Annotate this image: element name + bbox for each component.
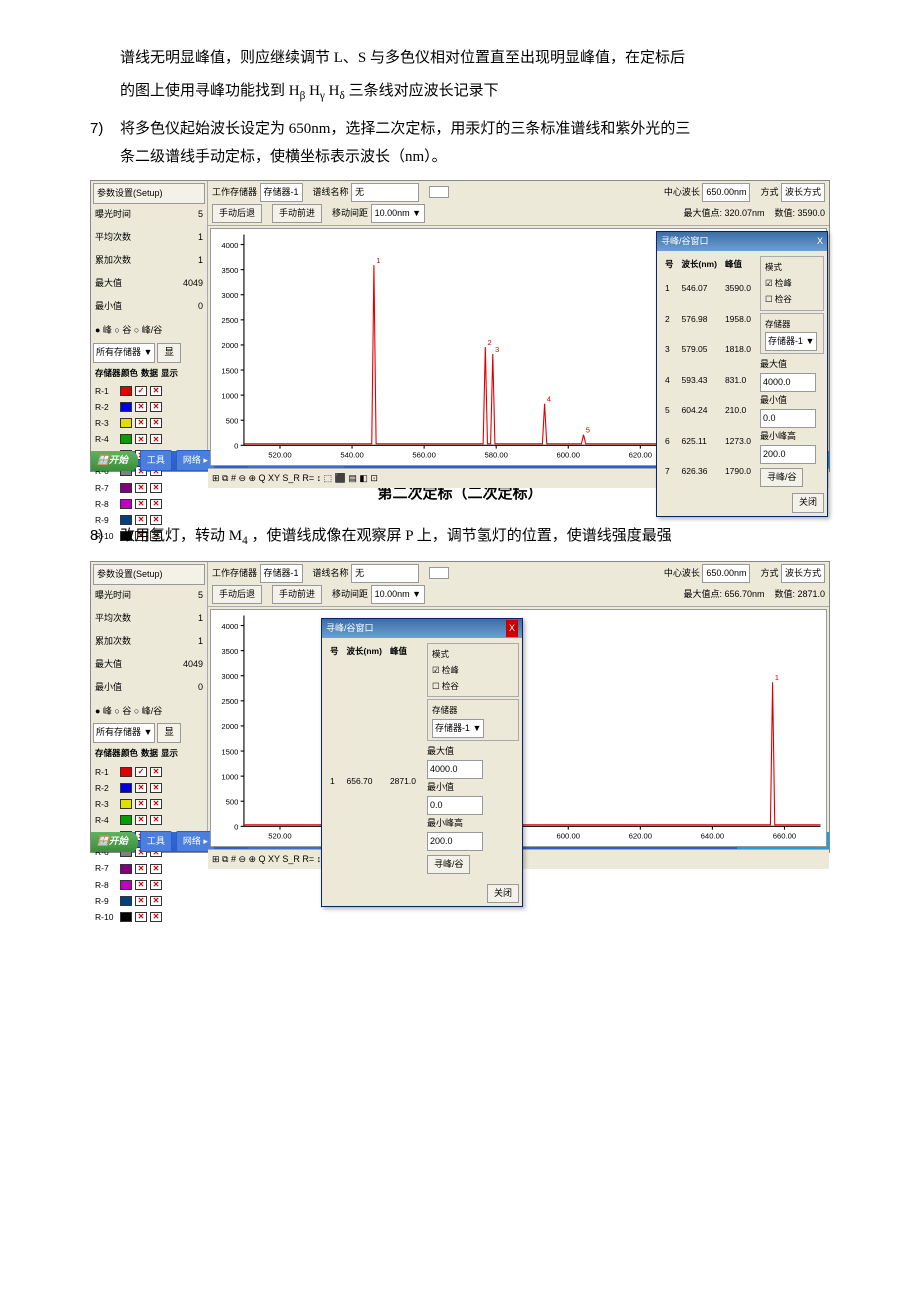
sidebar: 参数设置(Setup) 曝光时间5 平均次数1 累加次数1 最大值4049 最小… [91, 562, 208, 832]
linename-field[interactable]: 无 [351, 564, 419, 583]
item-8: 8) 改用氢灯，转动 M4 ，使谱线成像在观察屏 P 上，调节氢灯的位置，使谱线… [90, 522, 830, 552]
forward-button[interactable]: 手动前进 [272, 585, 322, 604]
svg-text:520.00: 520.00 [268, 450, 291, 459]
svg-text:4000: 4000 [221, 622, 238, 631]
svg-text:2000: 2000 [221, 341, 238, 350]
screenshot-2: 参数设置(Setup) 曝光时间5 平均次数1 累加次数1 最大值4049 最小… [90, 561, 830, 853]
svg-text:580.00: 580.00 [484, 450, 507, 459]
spectrum-plot-2[interactable]: 05001000150020002500300035004000520.0054… [210, 609, 827, 847]
setup-button[interactable]: 参数设置(Setup) [93, 564, 205, 585]
svg-text:2500: 2500 [221, 316, 238, 325]
intro-para2: 的图上使用寻峰功能找到 Hβ Hγ Hδ 三条线对应波长记录下 [90, 77, 830, 107]
center-wave-field[interactable]: 650.00nm [702, 183, 750, 202]
workreg-field[interactable]: 存储器-1 [260, 183, 303, 202]
screenshot-1: 参数设置(Setup) 曝光时间5 平均次数1 累加次数1 最大值4049 最小… [90, 180, 830, 472]
forward-button[interactable]: 手动前进 [272, 204, 322, 223]
mode-field[interactable]: 波长方式 [781, 564, 825, 583]
sidebar: 参数设置(Setup) 曝光时间5 平均次数1 累加次数1 最大值4049 最小… [91, 181, 208, 451]
svg-text:540.00: 540.00 [340, 450, 363, 459]
register-select[interactable]: 所有存储器 ▼ [93, 723, 155, 743]
svg-text:660.00: 660.00 [773, 831, 796, 840]
item-7: 7) 将多色仪起始波长设定为 650nm，选择二次定标，用汞灯的三条标准谱线和紫… [90, 115, 830, 172]
svg-text:640.00: 640.00 [701, 831, 724, 840]
spectrum-plot-1[interactable]: 05001000150020002500300035004000520.0054… [210, 228, 827, 466]
peak-table-2: 号波长(nm)峰值1656.702871.0 [325, 641, 421, 903]
item7-num: 7) [90, 115, 120, 172]
svg-text:3: 3 [495, 345, 499, 354]
step-field[interactable]: 10.00nm ▼ [371, 585, 425, 604]
svg-text:5: 5 [586, 426, 590, 435]
find-peak-button[interactable]: 寻峰/谷 [760, 468, 804, 487]
svg-text:600.00: 600.00 [557, 450, 580, 459]
maxval-label: 数值: 3590.0 [774, 205, 825, 222]
dialog-close-icon[interactable]: X [506, 620, 518, 637]
mode-radios[interactable]: ● 峰 ○ 谷 ○ 峰/谷 [93, 321, 205, 340]
svg-text:620.00: 620.00 [629, 831, 652, 840]
find-peak-button[interactable]: 寻峰/谷 [427, 855, 471, 874]
center-wave-field[interactable]: 650.00nm [702, 564, 750, 583]
item8-num: 8) [90, 522, 120, 552]
svg-text:600.00: 600.00 [557, 831, 580, 840]
show-button[interactable]: 显 [157, 343, 181, 363]
svg-text:3500: 3500 [221, 647, 238, 656]
svg-text:0: 0 [234, 442, 238, 451]
control-bar: 工作存储器 存储器-1 谱线名称 无 中心波长 650.00nm 方式 波长方式… [208, 562, 829, 607]
intro-l1: 谱线无明显峰值，则应继续调节 L、S 与多色仪相对位置直至出现明显峰值，在定标后 [120, 50, 685, 66]
svg-text:1000: 1000 [221, 391, 238, 400]
maxpoint-label: 最大值点: 320.07nm [683, 205, 764, 222]
mode-field[interactable]: 波长方式 [781, 183, 825, 202]
color-box [429, 186, 449, 198]
svg-text:620.00: 620.00 [629, 450, 652, 459]
close-button[interactable]: 关闭 [487, 884, 519, 903]
svg-text:1000: 1000 [221, 772, 238, 781]
show-button[interactable]: 显 [157, 723, 181, 743]
svg-text:3000: 3000 [221, 291, 238, 300]
workreg-field[interactable]: 存储器-1 [260, 564, 303, 583]
linename-field[interactable]: 无 [351, 183, 419, 202]
svg-text:3000: 3000 [221, 672, 238, 681]
svg-text:500: 500 [226, 417, 239, 426]
maxval-label: 数值: 2871.0 [774, 586, 825, 603]
svg-text:1500: 1500 [221, 747, 238, 756]
back-button[interactable]: 手动后退 [212, 204, 262, 223]
svg-text:4: 4 [547, 394, 552, 403]
svg-text:2500: 2500 [221, 697, 238, 706]
mode-radios[interactable]: ● 峰 ○ 谷 ○ 峰/谷 [93, 702, 205, 721]
intro-para: 谱线无明显峰值，则应继续调节 L、S 与多色仪相对位置直至出现明显峰值，在定标后 [90, 44, 830, 73]
peak-dialog-1: 寻峰/谷窗口X 号波长(nm)峰值1546.073590.02576.98195… [656, 231, 828, 517]
dialog-close-icon[interactable]: X [817, 233, 823, 250]
peak-table-1: 号波长(nm)峰值1546.073590.02576.981958.03579.… [660, 254, 756, 487]
svg-text:2: 2 [488, 338, 492, 347]
svg-text:560.00: 560.00 [412, 450, 435, 459]
maxpoint-label: 最大值点: 656.70nm [683, 586, 764, 603]
svg-text:3500: 3500 [221, 266, 238, 275]
close-button[interactable]: 关闭 [792, 493, 824, 512]
svg-text:0: 0 [234, 823, 238, 832]
register-select[interactable]: 所有存储器 ▼ [93, 343, 155, 363]
svg-text:1: 1 [376, 256, 380, 265]
svg-text:1: 1 [775, 673, 779, 682]
peak-dialog-2: 寻峰/谷窗口X 号波长(nm)峰值1656.702871.0 模式☑ 检峰☐ 检… [321, 618, 523, 908]
svg-text:1500: 1500 [221, 366, 238, 375]
svg-text:500: 500 [226, 797, 239, 806]
start-button[interactable]: 🪟 开始 [91, 451, 138, 471]
color-box [429, 567, 449, 579]
svg-text:2000: 2000 [221, 722, 238, 731]
svg-text:4000: 4000 [221, 241, 238, 250]
svg-text:520.00: 520.00 [268, 831, 291, 840]
step-field[interactable]: 10.00nm ▼ [371, 204, 425, 223]
start-button[interactable]: 🪟 开始 [91, 832, 138, 852]
setup-button[interactable]: 参数设置(Setup) [93, 183, 205, 204]
control-bar: 工作存储器 存储器-1 谱线名称 无 中心波长 650.00nm 方式 波长方式… [208, 181, 829, 226]
back-button[interactable]: 手动后退 [212, 585, 262, 604]
